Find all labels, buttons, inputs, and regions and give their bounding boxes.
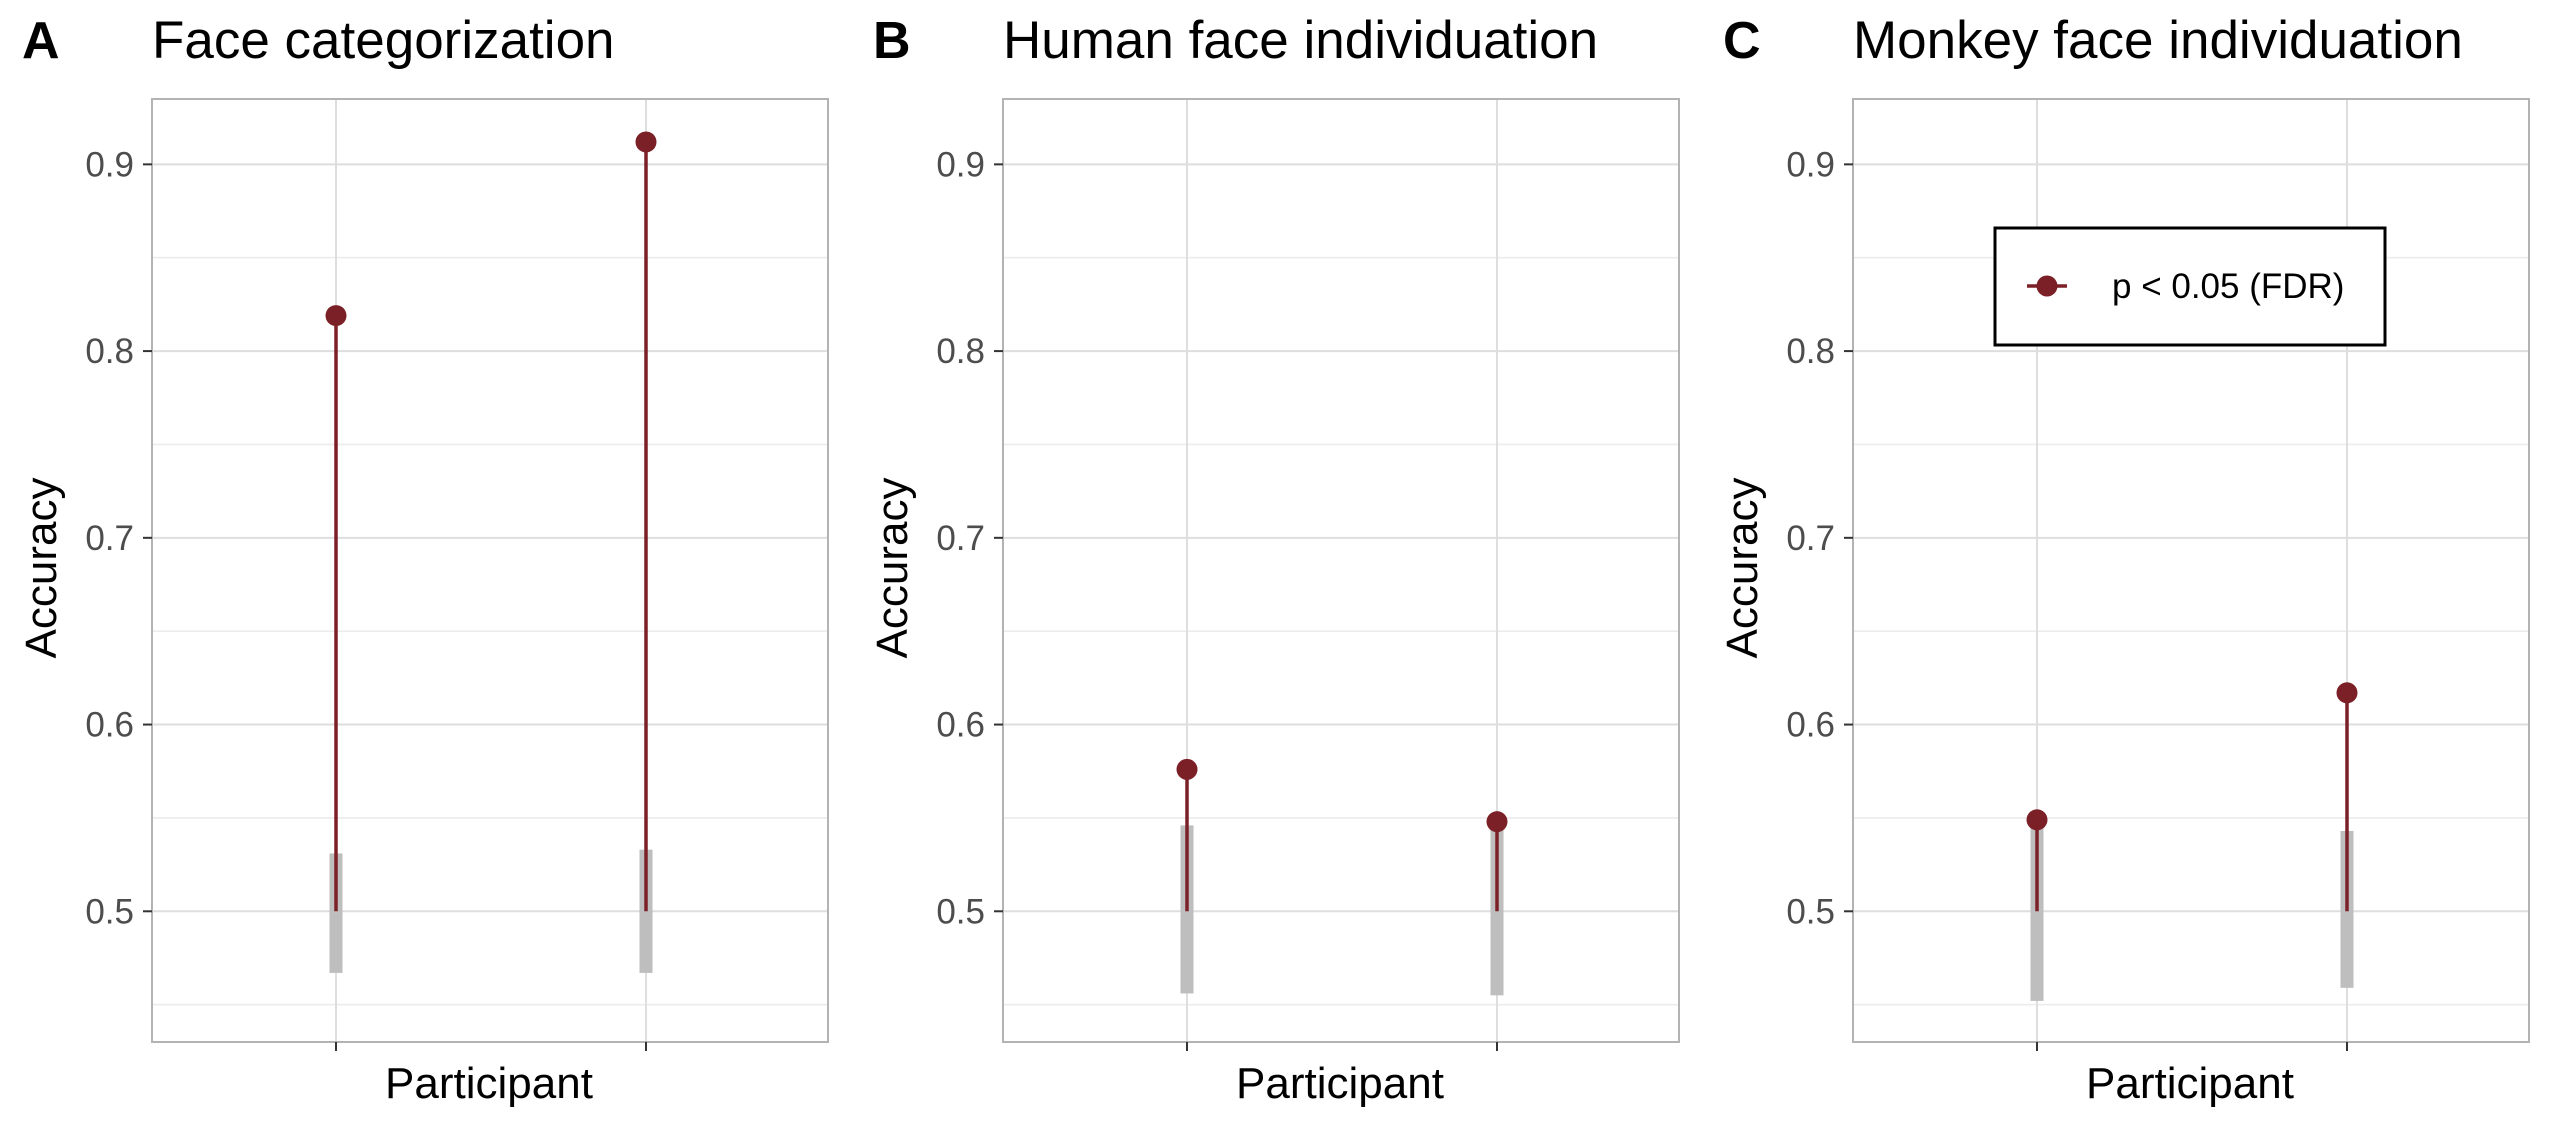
y-tick-label: 0.5 — [1786, 892, 1835, 931]
y-tick-label: 0.9 — [936, 145, 985, 184]
y-tick-label: 0.5 — [85, 892, 134, 931]
y-tick-label: 0.6 — [936, 706, 985, 745]
panel-letter: C — [1723, 12, 1761, 70]
panel-border — [151, 98, 829, 1043]
panels: 0.5 0.6 0.7 0.8 0.9 Participant Accuracy A Face … — [17, 11, 2530, 1108]
participant-1-marker — [1176, 758, 1198, 994]
y-tick-label: 0.5 — [936, 892, 985, 931]
panel-title: Human face individuation — [1003, 11, 1598, 70]
panel-c: 0.5 0.6 0.7 0.8 0.9 Participant Accuracy C Monke… — [1718, 11, 2530, 1108]
y-tick-label: 0.8 — [1786, 332, 1835, 371]
y-tick-label: 0.8 — [85, 332, 134, 371]
legend-label: p < 0.05 (FDR) — [2112, 267, 2344, 306]
legend-point-icon — [2036, 275, 2058, 297]
panel-letter: A — [22, 12, 60, 70]
panel-title: Face categorization — [152, 11, 615, 70]
y-tick-label: 0.6 — [1786, 706, 1835, 745]
accuracy-point — [325, 305, 347, 327]
accuracy-point — [2026, 809, 2048, 831]
x-axis-title: Participant — [2086, 1059, 2294, 1108]
accuracy-point — [635, 131, 657, 153]
panel-border — [1002, 98, 1680, 1043]
y-axis-title: Accuracy — [868, 478, 917, 659]
accuracy-point — [1486, 811, 1508, 833]
y-tick-label: 0.9 — [1786, 145, 1835, 184]
participant-2-marker — [2336, 682, 2358, 988]
plot-background — [152, 99, 828, 1042]
null-distribution-bar — [2030, 825, 2044, 1001]
y-axis-title: Accuracy — [17, 478, 66, 659]
participant-2-marker — [1486, 811, 1508, 996]
participant-1-marker — [325, 305, 347, 973]
y-tick-label: 0.6 — [85, 706, 134, 745]
y-tick-label: 0.9 — [85, 145, 134, 184]
plot-background — [1003, 99, 1679, 1042]
y-tick-label: 0.7 — [936, 519, 985, 558]
panel-border — [1852, 98, 2530, 1043]
participant-1-marker — [2026, 809, 2048, 1001]
y-axis-title: Accuracy — [1718, 478, 1767, 659]
participant-2-marker — [635, 131, 657, 973]
panel-title: Monkey face individuation — [1853, 11, 2463, 70]
x-axis-title: Participant — [1236, 1059, 1444, 1108]
panel-letter: B — [873, 12, 911, 70]
accuracy-point — [1176, 758, 1198, 780]
y-tick-label: 0.7 — [85, 519, 134, 558]
panel-a: 0.5 0.6 0.7 0.8 0.9 Participant Accuracy A Face … — [17, 11, 829, 1108]
null-distribution-bar — [329, 853, 343, 973]
accuracy-point — [2336, 682, 2358, 704]
panel-b: 0.5 0.6 0.7 0.8 0.9 Participant Accuracy B Human… — [868, 11, 1680, 1108]
x-axis-title: Participant — [385, 1059, 593, 1108]
y-tick-label: 0.8 — [936, 332, 985, 371]
legend: p < 0.05 (FDR) — [1993, 226, 2387, 347]
y-tick-label: 0.7 — [1786, 519, 1835, 558]
